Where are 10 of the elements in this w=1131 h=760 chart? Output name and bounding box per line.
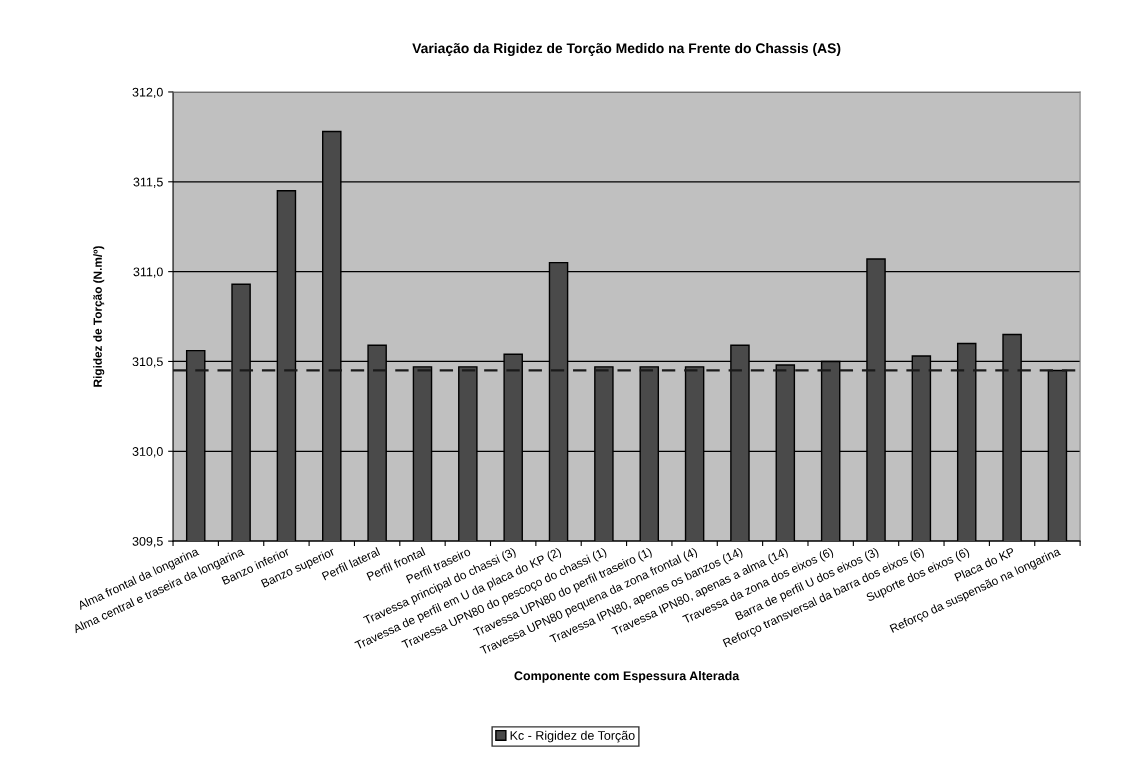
chart-title: Variação da Rigidez de Torção Medido na Frente do Chassis (AS) (412, 43, 841, 57)
x-axis-title: Componente com Espessura Alterada (514, 671, 740, 683)
y-tick-label: 311,5 (133, 177, 163, 188)
y-axis-title: Rigidez de Torção (N.m/º) (93, 246, 105, 387)
y-tick-label: 310,5 (132, 357, 163, 368)
y-tick-label: 310,0 (132, 447, 163, 458)
legend-label: Kc - Rigidez de Torção (510, 730, 635, 743)
y-tick-label: 309,5 (132, 536, 163, 548)
y-tick-label: 312,0 (132, 87, 163, 99)
y-tick-label: 311,0 (133, 267, 163, 278)
